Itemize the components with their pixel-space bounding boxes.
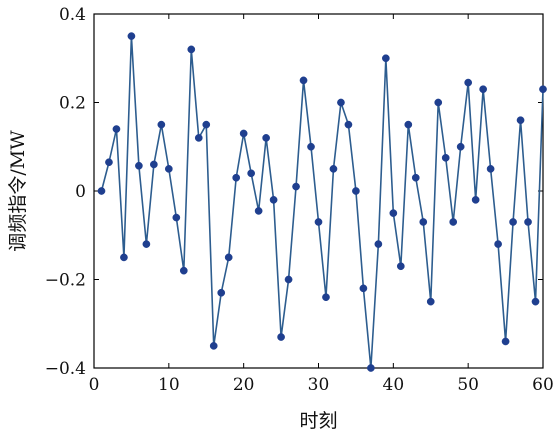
data-point <box>471 196 480 204</box>
x-axis-title: 时刻 <box>299 410 337 432</box>
data-point <box>329 165 338 173</box>
x-tick-label: 10 <box>158 375 180 395</box>
data-point <box>269 196 278 204</box>
data-point <box>157 120 166 129</box>
y-tick-label: −0.4 <box>45 359 86 379</box>
data-point <box>232 173 241 182</box>
data-point <box>456 142 465 151</box>
data-point <box>449 218 458 226</box>
data-point <box>509 218 517 226</box>
data-point <box>531 297 540 306</box>
data-point <box>359 284 368 293</box>
y-tick-label: 0 <box>75 182 86 202</box>
data-point <box>150 160 158 169</box>
data-point <box>494 240 502 248</box>
data-point <box>187 45 196 54</box>
data-point <box>516 116 525 125</box>
data-point <box>367 364 375 372</box>
data-point <box>209 342 218 350</box>
data-point <box>374 240 383 248</box>
data-point <box>135 161 143 170</box>
data-point <box>194 134 203 142</box>
data-point <box>352 187 360 195</box>
data-point <box>164 165 173 173</box>
data-point <box>120 253 128 262</box>
data-point <box>299 76 308 85</box>
x-tick-label: 60 <box>532 375 554 395</box>
x-tick-label: 20 <box>233 375 255 395</box>
data-point <box>292 182 300 191</box>
data-point <box>434 98 443 107</box>
data-point <box>172 213 181 222</box>
data-point <box>277 333 285 341</box>
data-point <box>284 275 293 284</box>
x-tick-label: 40 <box>383 375 405 395</box>
data-point <box>524 218 532 226</box>
data-point <box>314 218 323 226</box>
data-point <box>419 218 428 226</box>
data-point <box>202 120 211 129</box>
data-point <box>426 297 435 306</box>
x-tick-label: 0 <box>89 375 100 395</box>
y-tick-label: 0.4 <box>59 5 86 25</box>
data-point <box>464 78 473 87</box>
data-point <box>411 173 420 182</box>
data-point <box>307 142 315 151</box>
data-point <box>97 187 106 195</box>
x-tick-label: 30 <box>308 375 330 395</box>
data-point <box>247 169 255 178</box>
data-point <box>382 54 390 63</box>
data-point <box>262 134 270 142</box>
data-point <box>112 125 121 133</box>
data-point <box>337 98 345 107</box>
data-point <box>142 240 151 248</box>
data-point <box>254 207 263 215</box>
data-point <box>127 32 136 40</box>
y-axis-title: 调频指令/MW <box>7 130 29 252</box>
series-line <box>100 35 544 369</box>
data-point <box>404 120 413 129</box>
y-tick-label: −0.2 <box>45 271 86 291</box>
data-point <box>396 262 405 271</box>
data-point <box>224 253 233 262</box>
data-point <box>441 153 450 162</box>
data-point <box>344 120 353 129</box>
data-point <box>539 85 547 94</box>
data-point <box>239 129 248 138</box>
data-point <box>179 266 188 275</box>
y-tick-label: 0.2 <box>59 94 86 114</box>
data-point <box>217 288 226 297</box>
data-point <box>479 85 487 94</box>
data-point <box>105 158 113 167</box>
data-point <box>501 337 510 346</box>
data-point <box>389 209 398 217</box>
x-tick-label: 50 <box>457 375 479 395</box>
plot-area: 0 10 20 30 40 50 60 −0.4 −0.2 0 0.2 0.4 <box>45 5 554 395</box>
data-point <box>322 293 330 302</box>
data-point <box>486 165 495 173</box>
